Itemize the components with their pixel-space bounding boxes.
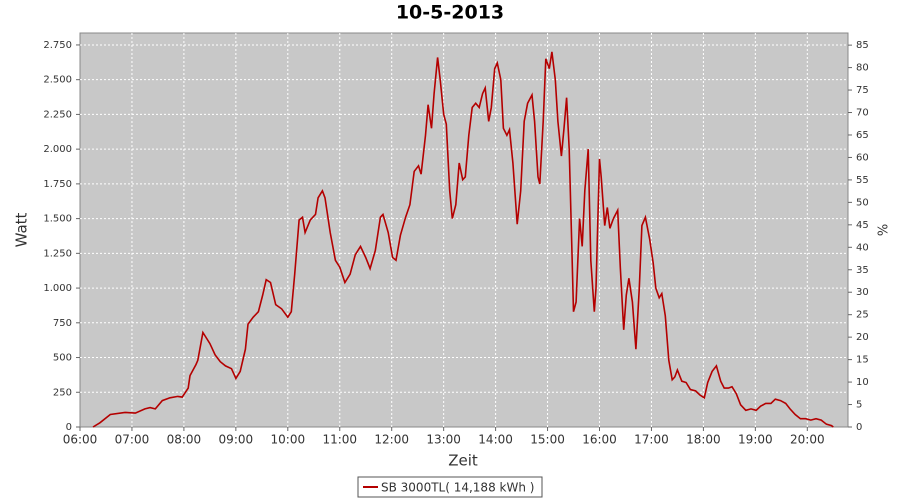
x-tick-label: 08:00	[167, 433, 202, 447]
y2-tick-label: 50	[856, 197, 869, 208]
y-tick-label: 250	[53, 387, 72, 398]
x-axis-label: Zeit	[448, 452, 478, 470]
y2-tick-label: 15	[856, 355, 869, 366]
y2-tick-label: 75	[856, 85, 869, 96]
x-tick-label: 14:00	[478, 433, 513, 447]
x-tick-label: 06:00	[63, 433, 98, 447]
series-line	[92, 51, 834, 428]
y2-tick-label: 0	[856, 422, 862, 433]
y2-tick-label: 10	[856, 377, 869, 388]
y2-tick-label: 20	[856, 332, 869, 343]
x-tick-label: 19:00	[738, 433, 773, 447]
y2-axis-label: %	[877, 224, 892, 236]
y-tick-label: 750	[53, 318, 72, 329]
y-tick-label: 1.500	[43, 214, 72, 225]
y2-tick-label: 25	[856, 310, 869, 321]
y2-tick-label: 85	[856, 40, 869, 51]
x-tick-label: 13:00	[426, 433, 461, 447]
y-tick-label: 0	[66, 422, 72, 433]
x-tick-label: 09:00	[219, 433, 254, 447]
x-tick-label: 18:00	[686, 433, 721, 447]
y2-tick-label: 60	[856, 152, 869, 163]
y-tick-label: 2.000	[43, 144, 72, 155]
y-tick-label: 1.250	[43, 248, 72, 259]
legend-label: SB 3000TL( 14,188 kWh )	[381, 481, 534, 495]
y2-tick-label: 35	[856, 265, 869, 276]
plot-area	[79, 32, 849, 428]
x-tick-label: 12:00	[374, 433, 409, 447]
y-tick-label: 500	[53, 353, 72, 364]
x-tick-label: 10:00	[271, 433, 306, 447]
y2-tick-label: 65	[856, 130, 869, 141]
y2-tick-label: 45	[856, 220, 869, 231]
x-tick-label: 07:00	[115, 433, 150, 447]
x-tick-label: 17:00	[634, 433, 669, 447]
y-axis-label: Watt	[13, 212, 31, 247]
y-tick-label: 2.250	[43, 109, 72, 120]
y-tick-label: 1.750	[43, 179, 72, 190]
y-tick-label: 2.500	[43, 75, 72, 86]
x-tick-label: 16:00	[582, 433, 617, 447]
y2-tick-label: 55	[856, 175, 869, 186]
y2-tick-label: 30	[856, 287, 869, 298]
y2-tick-label: 80	[856, 63, 869, 74]
x-tick-label: 20:00	[790, 433, 825, 447]
y-tick-label: 2.750	[43, 40, 72, 51]
legend	[357, 476, 543, 498]
x-tick-label: 11:00	[322, 433, 357, 447]
y2-tick-label: 70	[856, 108, 869, 119]
y2-tick-label: 5	[856, 400, 862, 411]
chart-title: 10-5-2013	[396, 2, 504, 24]
y2-tick-label: 40	[856, 242, 869, 253]
y-tick-label: 1.000	[43, 283, 72, 294]
x-tick-label: 15:00	[530, 433, 565, 447]
